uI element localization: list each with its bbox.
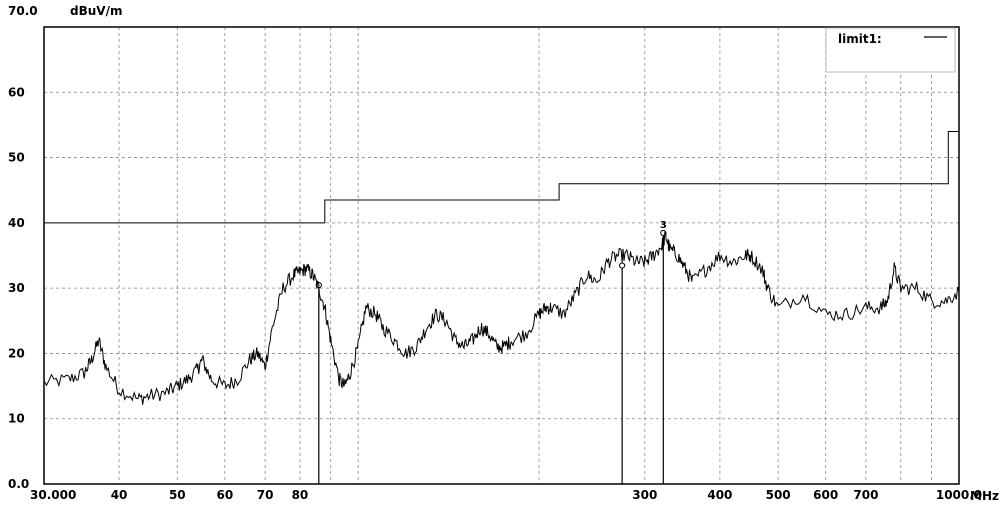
y-tick-label-1: 10 <box>8 412 25 426</box>
plot-frame <box>43 26 960 485</box>
grid <box>44 27 959 484</box>
limit-line-layer <box>44 131 959 224</box>
series-layer <box>43 231 960 405</box>
x-tick-label-6: 300 <box>632 488 657 502</box>
legend-label: limit1: <box>838 32 882 46</box>
x-tick-label-8: 500 <box>766 488 791 502</box>
y-tick-label-0: 0.0 <box>8 477 29 491</box>
x-tick-label-9: 600 <box>813 488 838 502</box>
y-tick-label-7: 70.0 <box>8 4 38 18</box>
legend: limit1: <box>825 27 956 73</box>
legend-box <box>825 27 956 73</box>
x-tick-label-2: 50 <box>169 488 186 502</box>
y-tick-label-4: 40 <box>8 216 25 230</box>
y-tick-label-6: 60 <box>8 85 25 99</box>
y-tick-label-2: 20 <box>8 346 25 360</box>
y-tick-label-5: 50 <box>8 151 25 165</box>
y-tick-label-3: 30 <box>8 281 25 295</box>
y-axis-unit: dBuV/m <box>70 4 122 18</box>
marker-layer: 3 <box>315 220 667 484</box>
axis-labels: dBuV/m MHz 0.0 10 20 30 40 50 60 70.0 30.000 40 50… <box>8 4 999 503</box>
series-line-0 <box>43 231 960 405</box>
x-tick-label-3: 60 <box>217 488 234 502</box>
x-tick-label-7: 400 <box>707 488 732 502</box>
x-tick-label-5: 80 <box>292 488 309 502</box>
x-axis-unit: MHz <box>970 489 999 503</box>
x-tick-label-10: 700 <box>853 488 878 502</box>
x-tick-label-0: 30.000 <box>30 488 76 502</box>
x-tick-label-4: 70 <box>257 488 274 502</box>
marker-label-3: 3 <box>660 220 667 231</box>
x-tick-label-1: 40 <box>111 488 128 502</box>
marker-point-2 <box>619 262 626 269</box>
limit-line <box>44 131 959 224</box>
x-tick-label-11: 1000.0 <box>936 488 982 502</box>
